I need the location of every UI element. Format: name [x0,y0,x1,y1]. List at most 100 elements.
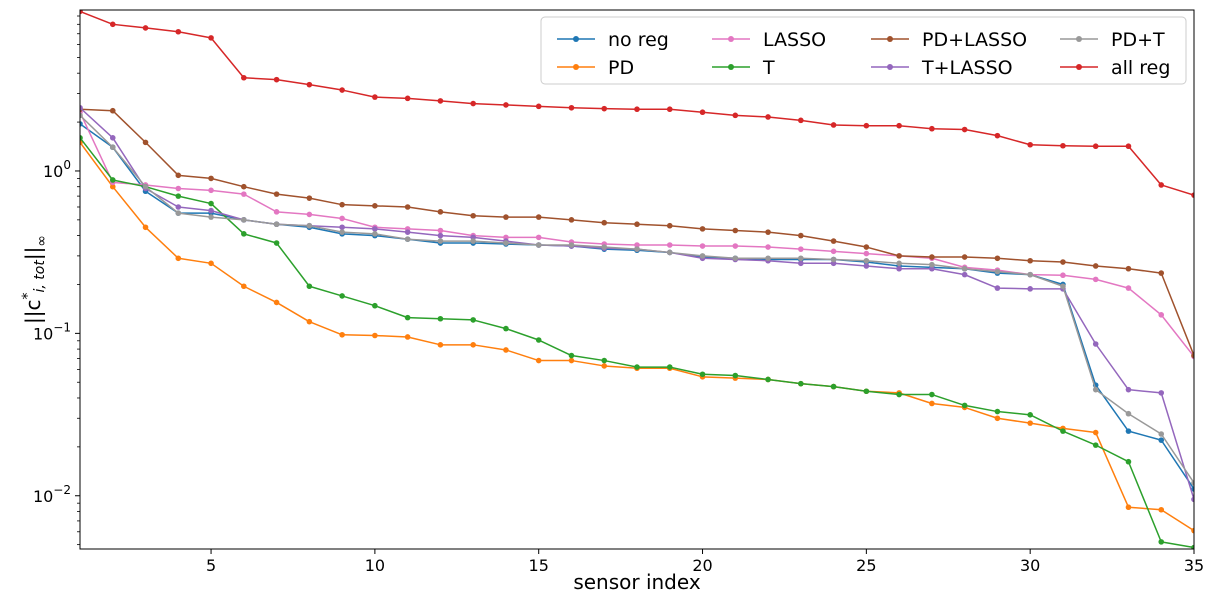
data-point-t-plus-lasso [896,265,902,272]
data-point-lasso [241,191,247,197]
data-point-no-reg [80,121,83,127]
data-point-pd-plus-lasso [798,232,804,239]
data-point-pd [1027,420,1033,426]
data-point-all-reg [241,74,247,81]
data-point-lasso [1158,312,1165,318]
data-point-lasso [1060,272,1066,279]
data-point-pd [109,183,116,190]
data-point-all-reg [470,100,476,107]
x-tick-label: 35 [1184,556,1204,575]
data-point-t [372,302,378,309]
data-point-all-reg [568,104,575,111]
legend-item-all-reg: all reg [1060,57,1170,79]
x-tick-label: 15 [529,556,549,575]
data-point-lasso [765,244,771,250]
legend-swatch-marker [887,64,893,70]
data-point-pd-plus-t [306,222,313,229]
data-point-pd [1092,429,1099,436]
series-line-pd-plus-lasso [80,108,1194,356]
legend-label: all reg [1111,57,1170,79]
y-tick-label: 10−2 [33,483,71,506]
legend-label: no reg [608,29,669,51]
data-point-pd [437,342,444,348]
data-point-pd-plus-t [109,144,116,151]
data-point-pd-plus-t [80,112,83,119]
series-line-t-plus-lasso [80,107,1194,500]
data-point-pd-plus-lasso [732,227,739,234]
data-point-all-reg [339,87,345,93]
data-point-all-reg [1027,141,1033,148]
data-point-lasso [175,185,182,192]
data-point-t [404,314,411,321]
x-tick-label: 20 [692,556,712,575]
x-tick-label: 25 [856,556,876,575]
series-t [80,135,1194,549]
data-point-pd-plus-lasso [666,222,673,229]
data-point-t-plus-lasso [1191,496,1194,503]
data-point-t [830,383,837,390]
data-point-pd-plus-lasso [601,219,608,226]
data-point-pd-plus-lasso [1125,265,1132,272]
legend-item-pd-plus-t: PD+T [1060,29,1165,51]
data-point-t [1060,428,1066,434]
data-point-lasso [437,227,444,234]
data-point-all-reg [961,126,968,133]
legend-item-pd-plus-lasso: PD+LASSO [871,29,1027,51]
data-point-pd-plus-lasso [339,201,345,208]
data-point-all-reg [830,122,837,128]
data-point-pd [1158,506,1165,513]
data-point-t [666,364,673,370]
data-point-pd-plus-lasso [306,195,313,201]
x-axis-label: sensor index [573,570,701,594]
data-point-all-reg [404,95,411,102]
data-point-pd-plus-t [830,256,837,263]
data-point-pd-plus-t [732,255,739,262]
data-point-pd-plus-lasso [273,191,280,197]
x-tick-label: 30 [1020,556,1040,575]
data-point-pd-plus-lasso [109,107,116,114]
data-point-pd [306,318,313,325]
data-point-pd [601,363,608,369]
data-point-pd-plus-lasso [437,209,444,215]
data-point-pd [372,332,378,339]
data-point-lasso [863,250,870,257]
data-point-all-reg [1125,143,1132,150]
x-tick-label: 10 [365,556,385,575]
data-point-pd-plus-lasso [503,214,509,220]
data-point-pd-plus-lasso [241,183,247,190]
data-point-lasso [732,243,739,249]
data-point-pd-plus-t [437,238,444,244]
data-point-pd-plus-t [208,214,214,220]
legend-swatch-marker [887,36,893,42]
legend-label: LASSO [763,29,826,51]
data-point-t [175,193,182,199]
data-point-pd [470,342,476,348]
data-point-pd-plus-t [1125,410,1132,417]
data-point-pd-plus-t [765,255,771,262]
data-point-t-plus-lasso [1027,286,1033,292]
legend-item-lasso: LASSO [712,29,826,51]
data-point-lasso [208,187,214,194]
data-point-all-reg [798,117,804,124]
series-line-pd [80,141,1194,532]
data-point-t [1158,539,1165,545]
data-point-pd [568,357,575,364]
plot-frame [79,9,1195,550]
data-point-t [80,135,83,141]
data-point-pd-plus-t [896,260,902,267]
data-point-pd-plus-lasso [896,253,902,259]
data-point-t-plus-lasso [437,232,444,239]
legend-swatch-marker [728,64,734,70]
data-point-all-reg [666,106,673,113]
legend: no reg PD LASSO T PD+LASSO T+LASSO PD+T all reg [540,16,1187,85]
data-point-all-reg [1191,192,1194,198]
data-point-t [241,231,247,237]
data-point-pd-plus-t [994,268,1001,275]
data-point-t [929,391,935,398]
data-point-t [339,293,345,299]
data-point-t [503,325,509,332]
data-point-pd-plus-t [535,242,542,248]
data-point-all-reg [273,76,280,83]
data-point-all-reg [80,10,83,15]
